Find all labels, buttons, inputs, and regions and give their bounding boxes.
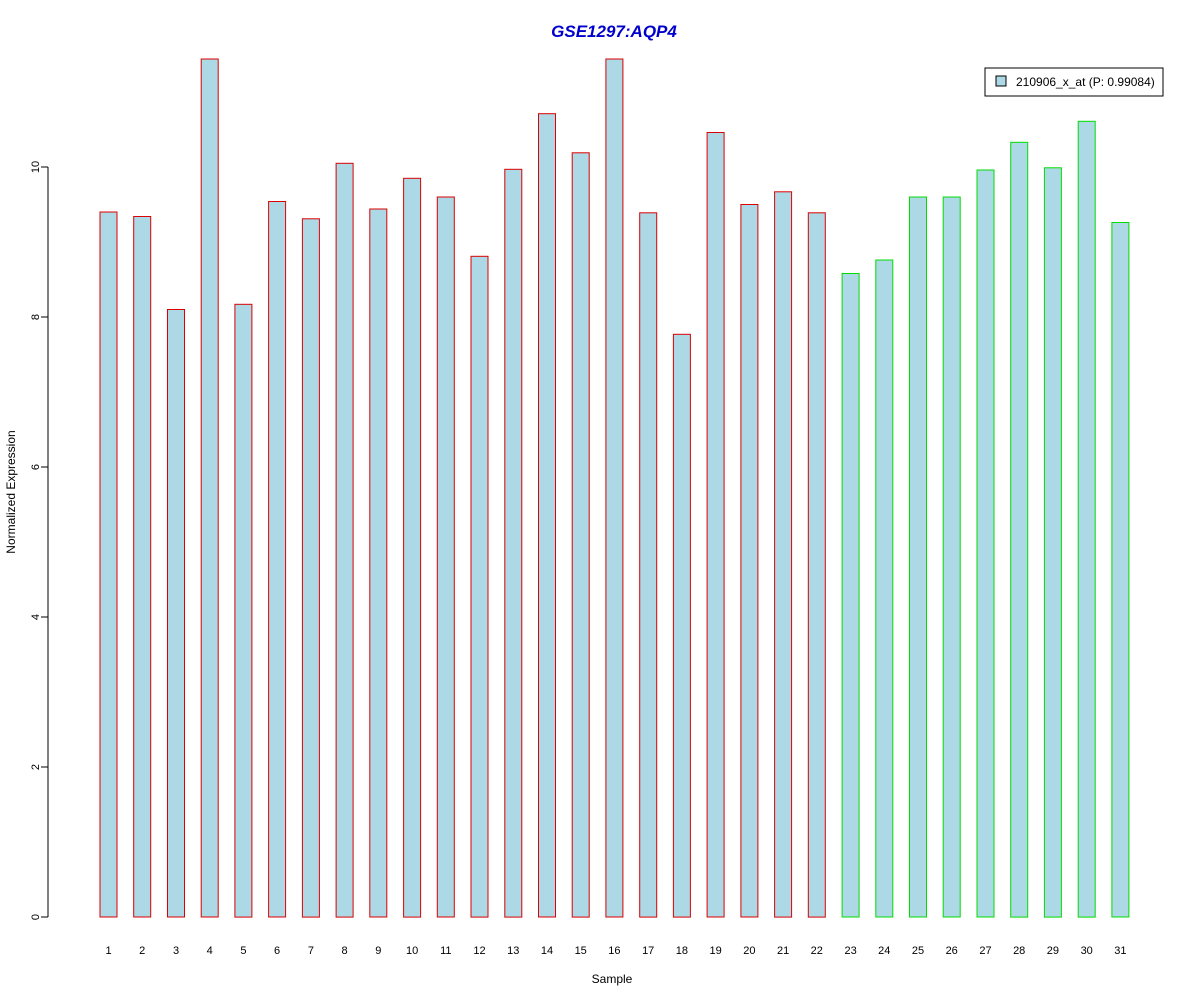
bar-sample-23 — [841, 273, 860, 918]
bar-sample-20 — [740, 204, 759, 918]
y-tick-label: 4 — [30, 614, 42, 620]
x-tick-label: 10 — [406, 945, 418, 957]
bar-sample-25 — [909, 196, 927, 918]
x-tick-label: 29 — [1047, 945, 1059, 957]
bar-sample-5 — [234, 303, 253, 918]
x-tick-label: 12 — [473, 945, 485, 957]
bar-sample-7 — [301, 218, 320, 918]
x-tick-label: 21 — [777, 945, 789, 957]
bar-sample-30 — [1077, 120, 1096, 918]
bar-sample-31 — [1111, 222, 1130, 918]
x-tick-label: 8 — [342, 945, 348, 957]
x-tick-label: 18 — [676, 945, 688, 957]
x-tick-label: 30 — [1081, 945, 1093, 957]
bar-sample-15 — [571, 152, 590, 918]
bar-sample-13 — [504, 168, 523, 918]
y-tick-label: 6 — [30, 464, 42, 470]
x-tick-label: 26 — [946, 945, 958, 957]
legend: 210906_x_at (P: 0.99084) — [984, 67, 1164, 97]
x-tick-label: 16 — [608, 945, 620, 957]
x-tick-label: 17 — [642, 945, 654, 957]
bar-sample-21 — [774, 191, 793, 918]
x-tick-label: 14 — [541, 945, 553, 957]
x-tick-label: 5 — [240, 945, 246, 957]
x-tick-label: 24 — [878, 945, 890, 957]
x-tick-label: 15 — [575, 945, 587, 957]
x-axis-label: Sample — [592, 972, 633, 986]
x-tick-label: 4 — [207, 945, 213, 957]
legend-box — [984, 67, 1164, 97]
bar-sample-1 — [99, 211, 118, 918]
x-tick-label: 2 — [139, 945, 145, 957]
bar-sample-11 — [436, 196, 455, 918]
bar-sample-6 — [268, 201, 287, 918]
x-tick-label: 19 — [709, 945, 721, 957]
y-tick-label: 8 — [30, 314, 42, 320]
x-tick-label: 31 — [1114, 945, 1126, 957]
bar-sample-9 — [369, 208, 388, 918]
bar-sample-12 — [470, 255, 489, 918]
x-tick-label: 11 — [440, 945, 451, 957]
legend-label: 210906_x_at (P: 0.99084) — [1016, 75, 1155, 89]
bar-sample-10 — [403, 177, 422, 918]
bar-sample-27 — [976, 169, 995, 918]
x-tick-label: 27 — [979, 945, 991, 957]
bar-sample-3 — [167, 309, 185, 918]
y-axis-label: Normalized Expression — [4, 430, 18, 553]
bar-sample-22 — [807, 212, 826, 918]
y-tick-label: 2 — [30, 764, 42, 770]
bar-sample-4 — [200, 58, 219, 918]
x-tick-label: 9 — [375, 945, 381, 957]
legend-swatch — [995, 75, 1007, 87]
x-tick-label: 23 — [844, 945, 856, 957]
x-tick-label: 6 — [274, 945, 280, 957]
x-tick-label: 13 — [507, 945, 519, 957]
chart-title: GSE1297:AQP4 — [551, 22, 677, 41]
y-tick-label: 10 — [30, 161, 42, 173]
x-tick-label: 28 — [1013, 945, 1025, 957]
x-tick-label: 1 — [105, 945, 111, 957]
bar-sample-18 — [672, 333, 691, 918]
bar-sample-19 — [706, 132, 725, 918]
bar-sample-17 — [639, 212, 658, 918]
bar-sample-8 — [335, 162, 354, 918]
x-tick-label: 20 — [743, 945, 755, 957]
bar-sample-2 — [133, 216, 152, 918]
bars-group — [99, 58, 1130, 918]
x-tick-label: 7 — [308, 945, 314, 957]
bar-sample-28 — [1010, 141, 1029, 918]
x-tick-label: 22 — [811, 945, 823, 957]
x-tick-label: 25 — [912, 945, 924, 957]
bar-sample-24 — [875, 259, 894, 918]
y-tick-label: 0 — [30, 914, 42, 920]
bar-sample-29 — [1043, 167, 1062, 918]
x-tick-label: 3 — [173, 945, 179, 957]
y-axis: 0 2 4 6 8 10 — [30, 161, 49, 920]
x-tick-labels: 1 2 3 4 5 6 7 8 9 10 11 12 13 14 15 16 17 18 19 20 21 22 23 24 2… — [105, 945, 1126, 957]
bar-sample-14 — [538, 113, 556, 918]
bar-sample-26 — [942, 196, 961, 918]
bar-sample-16 — [605, 58, 624, 918]
